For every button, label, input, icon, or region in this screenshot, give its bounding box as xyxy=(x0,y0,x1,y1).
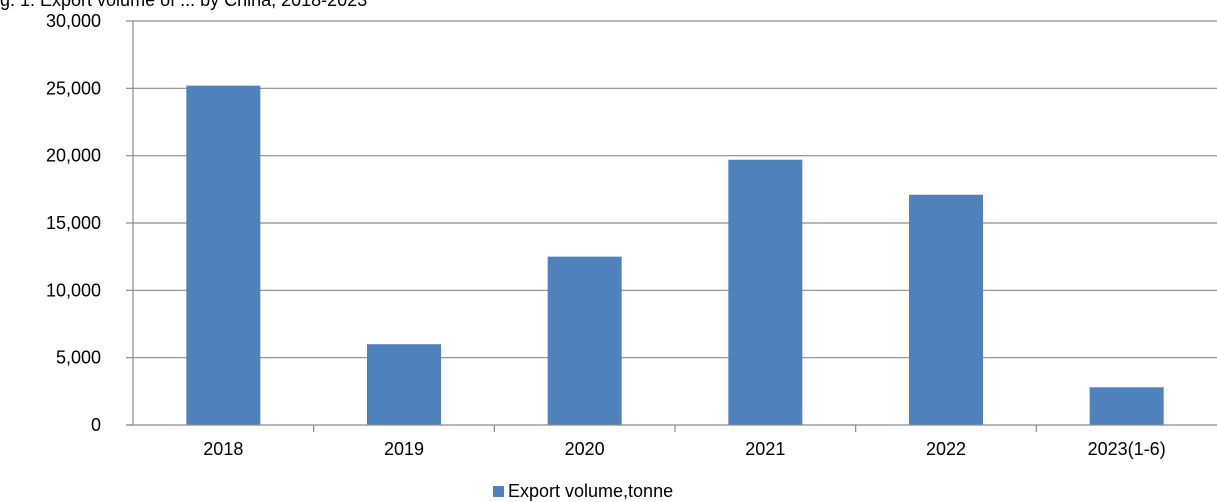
x-axis-tick-labels: 2018 2019 2020 2021 2022 2023(1-6) xyxy=(203,439,1165,459)
x-tick-label: 2021 xyxy=(745,439,785,459)
y-tick-label: 20,000 xyxy=(46,146,101,166)
legend-swatch xyxy=(493,486,504,497)
y-tick-label: 0 xyxy=(91,415,101,435)
legend-label: Export volume,tonne xyxy=(508,481,673,501)
gridlines xyxy=(126,20,1217,426)
bar-2020 xyxy=(547,256,622,425)
bar-2023(1-6) xyxy=(1089,387,1164,425)
y-tick-label: 10,000 xyxy=(46,280,101,300)
y-tick-label: 25,000 xyxy=(46,78,101,98)
x-tick-label: 2019 xyxy=(384,439,424,459)
chart-caption-fragment: g. 1. Export volume of ... by China, 201… xyxy=(0,0,367,10)
x-tick-label: 2020 xyxy=(565,439,605,459)
bar-2018 xyxy=(186,85,261,425)
y-tick-label: 5,000 xyxy=(56,348,101,368)
y-axis-tick-labels: 0 5,000 10,000 15,000 20,000 25,000 30,000 xyxy=(46,11,101,435)
x-tick-label: 2023(1-6) xyxy=(1088,439,1166,459)
x-tick-label: 2018 xyxy=(203,439,243,459)
bar-2022 xyxy=(909,194,983,425)
bar-2021 xyxy=(728,159,803,425)
y-tick-label: 30,000 xyxy=(46,11,101,31)
bars xyxy=(186,85,1164,425)
bar-2019 xyxy=(367,344,441,425)
axes xyxy=(126,21,1217,432)
legend: Export volume,tonne xyxy=(493,481,673,501)
x-tick-label: 2022 xyxy=(926,439,966,459)
y-tick-label: 15,000 xyxy=(46,213,101,233)
